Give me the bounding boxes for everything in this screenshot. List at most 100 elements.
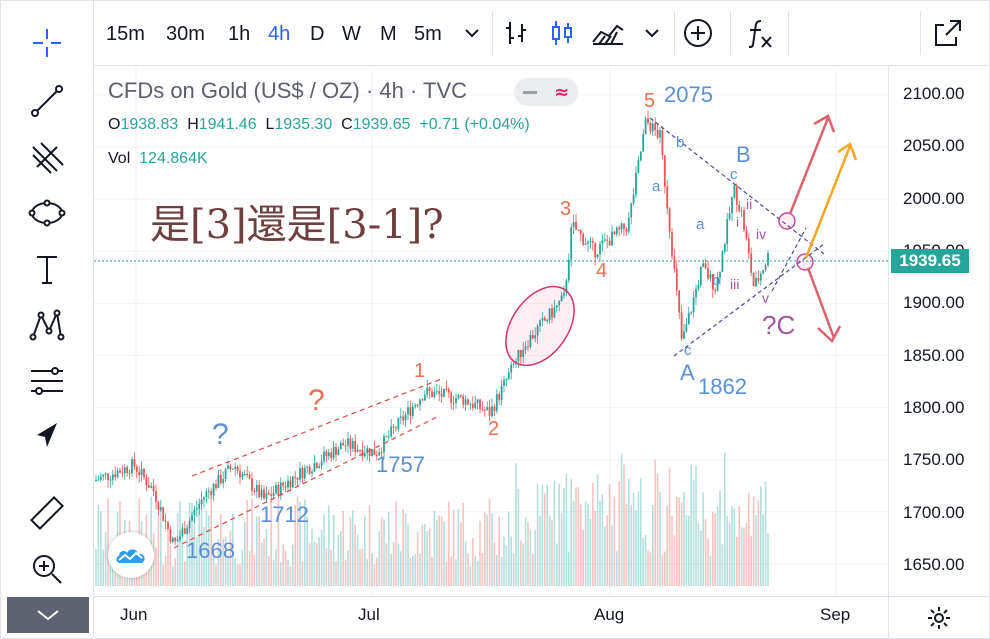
crosshair-tool[interactable]	[23, 21, 71, 65]
timeframe-15m[interactable]: 15m	[106, 23, 145, 45]
volume-bar	[748, 492, 750, 586]
volume-bar	[536, 483, 539, 586]
tradingview-logo[interactable]	[108, 532, 154, 578]
candle-body	[519, 349, 522, 357]
price-label-2075: 2075	[664, 82, 713, 107]
wave-label-a1: a	[652, 178, 661, 195]
text-tool[interactable]	[23, 247, 71, 291]
timeframe-1h[interactable]: 1h	[228, 23, 251, 45]
fullscreen-button[interactable]	[930, 15, 966, 51]
chart-style-dropdown[interactable]	[634, 15, 670, 51]
candle-body	[673, 256, 676, 269]
wave-label-A: A	[680, 360, 695, 385]
timeframe-d[interactable]: D	[310, 23, 325, 45]
volume-bar	[385, 543, 388, 586]
timeframe-w[interactable]: W	[342, 23, 361, 45]
legend-visibility-toggle[interactable]: ≈	[514, 78, 578, 106]
timeframe-4h[interactable]: 4h	[268, 23, 291, 45]
candle-body	[426, 387, 429, 395]
price-axis[interactable]: 2100.00 2050.00 2000.00 1950.00 1900.00 …	[888, 66, 989, 596]
volume-bar	[565, 473, 568, 586]
volume-bar	[512, 553, 515, 586]
candle-body	[697, 285, 700, 290]
wave-label-c1: c	[684, 342, 692, 359]
volume-bar	[390, 553, 392, 586]
volume-bar	[340, 531, 342, 586]
volume-bar	[630, 504, 632, 586]
candle-body	[719, 271, 721, 278]
candle-body	[505, 379, 508, 381]
ellipse-shape-icon	[28, 199, 66, 227]
compare-button[interactable]	[680, 15, 716, 51]
candle-body	[188, 520, 191, 529]
close-value: 1939.65	[352, 116, 411, 133]
candle-body	[656, 130, 659, 138]
trend-line-tool[interactable]	[23, 79, 71, 123]
candle-body	[152, 486, 155, 492]
crosshair-icon	[33, 29, 61, 57]
candle-body	[277, 484, 280, 496]
candle-body	[131, 459, 133, 474]
volume-bar	[248, 551, 251, 586]
candle-body	[150, 486, 153, 488]
candle-body	[601, 240, 604, 244]
volume-bar	[738, 506, 740, 586]
volume-bar	[541, 484, 544, 586]
candle-body	[443, 388, 445, 397]
shapes-tool[interactable]	[23, 191, 71, 235]
volume-bar	[364, 515, 366, 586]
candle-body	[371, 449, 373, 457]
volume-bar	[320, 529, 323, 586]
candle-body	[479, 399, 481, 409]
area-style-button[interactable]	[590, 15, 626, 51]
candle-body	[599, 243, 601, 255]
chart-pane[interactable]: CFDs on Gold (US$ / OZ) · 4h · TVC ≈ O19…	[94, 66, 888, 596]
candle-body	[522, 349, 525, 357]
volume-bar	[637, 491, 640, 586]
candle-body	[666, 186, 669, 209]
candles-style-button[interactable]	[544, 15, 580, 51]
prediction-tool[interactable]	[23, 359, 71, 403]
timeframe-m[interactable]: M	[380, 23, 397, 45]
fib-levels-icon	[31, 367, 63, 395]
candle-body	[493, 406, 496, 412]
timeframe-dropdown[interactable]	[454, 15, 490, 51]
candle-body	[159, 507, 162, 510]
indicators-button[interactable]	[742, 15, 778, 51]
volume-bar	[162, 564, 164, 586]
candle-body	[745, 229, 748, 239]
cursor-arrow-tool[interactable]	[23, 415, 71, 459]
candle-body	[378, 452, 381, 456]
bars-style-button[interactable]	[498, 15, 534, 51]
volume-bar	[421, 524, 424, 586]
candle-body	[529, 335, 532, 348]
candle-body	[267, 492, 270, 495]
timeframe-5m[interactable]: 5m	[414, 23, 442, 45]
chart-settings-button[interactable]	[888, 596, 989, 638]
ruler-tool[interactable]	[23, 491, 71, 535]
candle-body	[618, 227, 621, 230]
pattern-tool[interactable]	[23, 303, 71, 347]
zoom-tool[interactable]	[23, 547, 71, 591]
timeframe-30m[interactable]: 30m	[166, 23, 205, 45]
candle-body	[282, 482, 285, 486]
candle-body	[435, 391, 438, 393]
symbol-title[interactable]: CFDs on Gold (US$ / OZ) · 4h · TVC	[108, 78, 468, 103]
candle-body	[143, 468, 145, 478]
candle-body	[632, 194, 635, 204]
volume-bar	[474, 555, 476, 586]
volume-bar	[539, 515, 541, 586]
volume-bar	[604, 526, 606, 586]
candle-body	[611, 231, 613, 246]
candle-body	[551, 308, 553, 318]
collapse-toolbar-button[interactable]	[7, 597, 89, 633]
time-axis[interactable]: Jun Jul Aug Sep	[94, 596, 888, 638]
candle-body	[438, 391, 441, 394]
pitchfork-tool[interactable]	[23, 135, 71, 179]
volume-bar	[409, 557, 412, 586]
volume-bar	[625, 503, 628, 586]
volume-bar	[169, 545, 172, 586]
candle-body	[642, 134, 645, 152]
volume-bar	[402, 508, 404, 586]
candle-body	[683, 331, 685, 339]
